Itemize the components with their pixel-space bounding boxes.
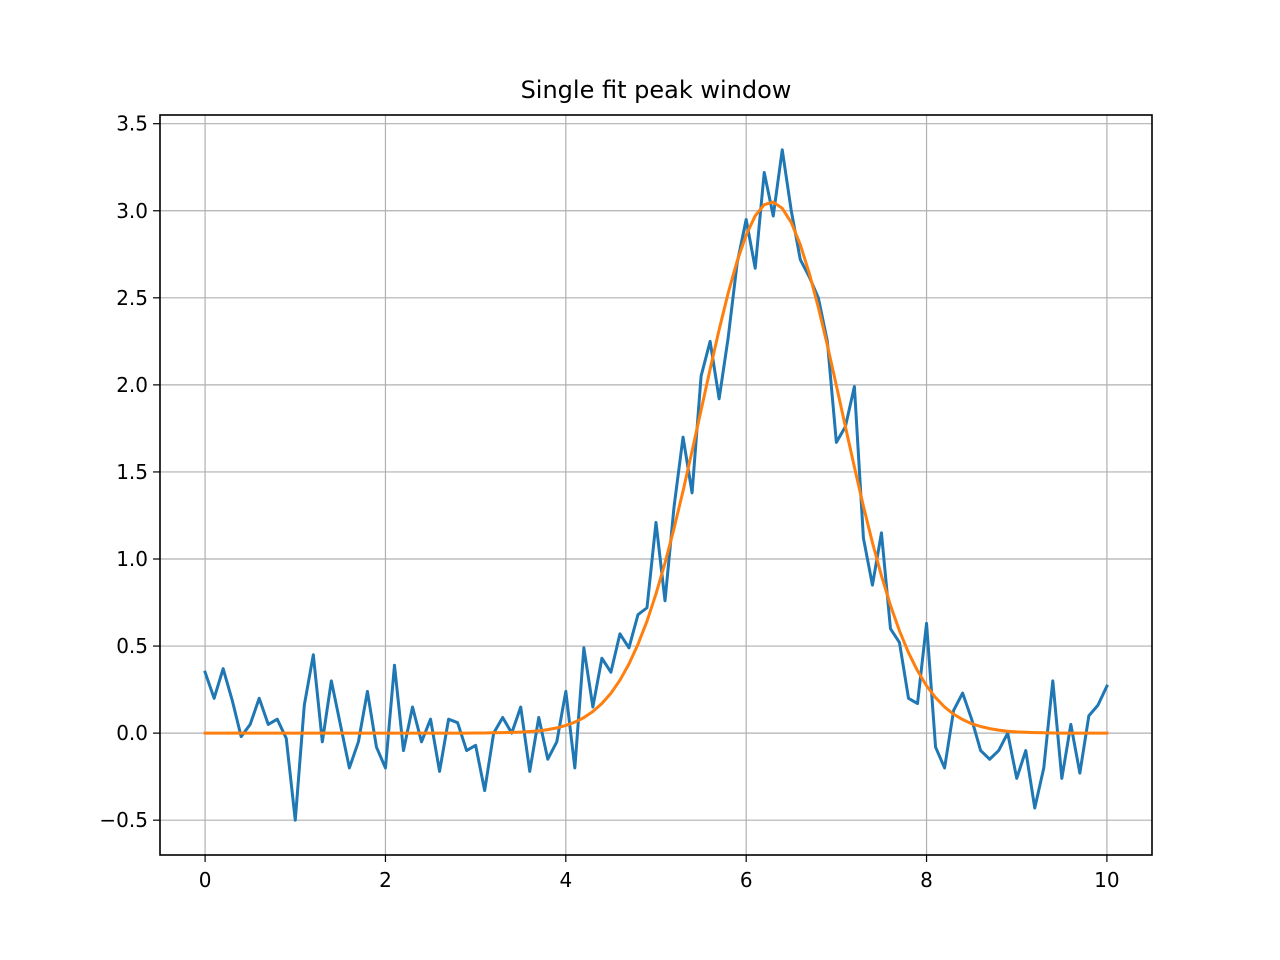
x-tick-label: 0: [199, 868, 212, 892]
y-tick-label: 2.0: [116, 373, 148, 397]
x-tick-label: 2: [379, 868, 392, 892]
y-tick-label: 1.0: [116, 547, 148, 571]
x-tick-label: 4: [559, 868, 572, 892]
data-line: [203, 200, 1109, 735]
y-tick-label: 2.5: [116, 286, 148, 310]
x-tick-label: 6: [740, 868, 753, 892]
y-tick-label: −0.5: [99, 808, 148, 832]
y-tick-label: 3.5: [116, 112, 148, 136]
x-tick-label: 8: [920, 868, 933, 892]
x-tick-label: 10: [1094, 868, 1119, 892]
y-tick-label: 0.5: [116, 634, 148, 658]
y-tick-label: 0.0: [116, 721, 148, 745]
chart-title: Single fit peak window: [521, 76, 792, 104]
data-line: [203, 148, 1109, 822]
y-tick-label: 1.5: [116, 460, 148, 484]
axes-frame: [159, 114, 1153, 856]
y-tick-label: 3.0: [116, 199, 148, 223]
